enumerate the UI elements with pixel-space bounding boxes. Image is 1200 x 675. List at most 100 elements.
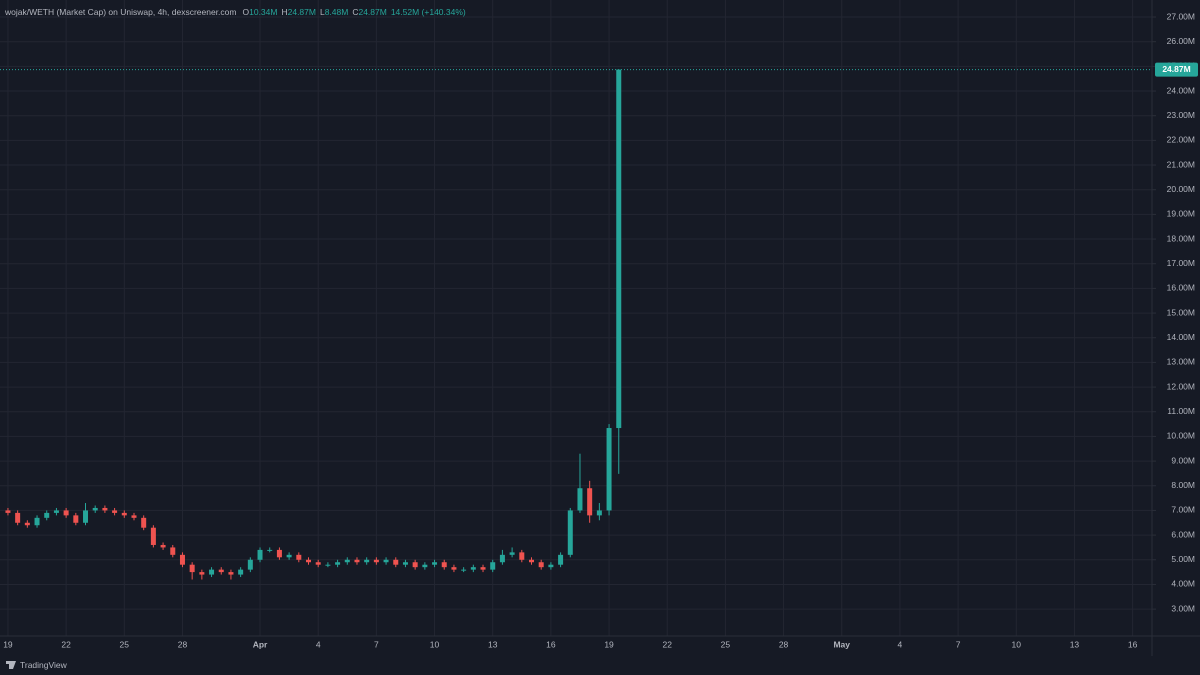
last-price-tag	[1155, 62, 1198, 77]
grid	[0, 0, 1152, 636]
candle-body	[257, 549, 263, 560]
x-tick-label: 16	[1128, 639, 1138, 649]
candle-body	[102, 507, 108, 511]
candle-body	[112, 510, 118, 513]
title-text: wojak/WETH (Market Cap) on Uniswap, 4h, …	[4, 7, 236, 17]
candle-body	[567, 510, 573, 555]
x-tick-label: 25	[721, 639, 731, 649]
x-tick-label: 19	[604, 639, 614, 649]
y-tick-label: 14.00M	[1167, 332, 1195, 342]
candle-body	[179, 554, 185, 565]
candle-body	[121, 512, 127, 516]
candle-body	[451, 567, 457, 570]
header: wojak/WETH (Market Cap) on Uniswap, 4h, …	[4, 7, 466, 17]
candle-body	[296, 554, 302, 560]
brand-logo: TradingView	[6, 660, 68, 670]
candle-body	[577, 488, 583, 511]
candle-body	[53, 510, 59, 513]
y-tick-label: 12.00M	[1167, 381, 1195, 391]
candle-body	[509, 552, 515, 555]
candles	[5, 69, 622, 580]
candle-body	[286, 554, 292, 558]
y-tick-label: 7.00M	[1171, 505, 1195, 515]
x-tick-label: May	[833, 639, 850, 649]
candle-body	[199, 572, 205, 575]
y-tick-label: 24.00M	[1167, 85, 1195, 95]
candle-body	[354, 559, 360, 563]
y-tick-label: 20.00M	[1167, 184, 1195, 194]
x-tick-label: 10	[1012, 639, 1022, 649]
candle-body	[548, 564, 554, 568]
x-tick-label: 16	[546, 639, 556, 649]
candle-body	[538, 562, 544, 568]
x-tick-label: 22	[61, 639, 71, 649]
x-tick-label: 28	[779, 639, 789, 649]
x-tick-label: 10	[430, 639, 440, 649]
candle-body	[412, 562, 418, 568]
candle-body	[267, 549, 273, 551]
last-price-label: 24.87M	[1162, 64, 1190, 74]
candle-body	[606, 428, 612, 511]
candle-body	[344, 559, 350, 563]
x-tick-label: 4	[898, 639, 903, 649]
candle-body	[150, 527, 156, 545]
candle-body	[92, 507, 98, 511]
candle-body	[616, 69, 622, 429]
ohlc-value: 24.87M	[288, 7, 316, 17]
candle-body	[170, 547, 176, 555]
candle-body	[402, 562, 408, 565]
ohlc-key: H	[281, 7, 287, 17]
candle-body	[63, 510, 69, 516]
x-tick-label: 7	[956, 639, 961, 649]
candle-body	[160, 544, 166, 548]
candle-body	[189, 564, 195, 573]
y-tick-label: 26.00M	[1167, 36, 1195, 46]
y-tick-label: 3.00M	[1171, 603, 1195, 613]
x-tick-label: 13	[1070, 639, 1080, 649]
candle-body	[499, 554, 505, 563]
candle-body	[141, 517, 147, 528]
candle-body	[218, 569, 224, 573]
candle-body	[422, 564, 428, 568]
y-tick-label: 11.00M	[1167, 406, 1195, 416]
candle-body	[5, 510, 11, 513]
candle-body	[238, 569, 244, 575]
chart-title: wojak/WETH (Market Cap) on Uniswap, 4h, …	[4, 7, 466, 17]
x-tick-label: Apr	[253, 639, 268, 649]
candle-body	[335, 562, 341, 565]
change: 14.52M (+140.34%)	[391, 7, 466, 17]
candle-body	[470, 567, 476, 570]
candle-body	[306, 559, 312, 563]
candle-body	[315, 562, 321, 565]
candle-body	[587, 488, 593, 516]
y-tick-label: 23.00M	[1167, 110, 1195, 120]
y-tick-label: 21.00M	[1167, 159, 1195, 169]
y-tick-label: 19.00M	[1167, 209, 1195, 219]
candle-body	[83, 510, 89, 523]
brand: TradingView	[20, 660, 68, 670]
y-tick-label: 16.00M	[1167, 283, 1195, 293]
y-tick-label: 9.00M	[1171, 455, 1195, 465]
ohlc-key: O	[242, 7, 249, 17]
candle-body	[131, 515, 137, 518]
ohlc-key: L	[320, 7, 325, 17]
candle-body	[432, 562, 438, 565]
candle-body	[461, 569, 467, 571]
candle-body	[373, 559, 379, 563]
ohlc-value: 8.48M	[325, 7, 349, 17]
candle-body	[247, 559, 253, 570]
y-tick-label: 6.00M	[1171, 529, 1195, 539]
x-tick-label: 22	[662, 639, 672, 649]
ohlc-value: 10.34M	[249, 7, 277, 17]
y-tick-label: 18.00M	[1167, 233, 1195, 243]
candle-body	[209, 569, 215, 575]
y-tick-label: 15.00M	[1167, 307, 1195, 317]
x-tick-label: 13	[488, 639, 498, 649]
candle-body	[276, 549, 282, 558]
candle-body	[441, 562, 447, 568]
logo-icon	[6, 661, 16, 669]
y-tick-label: 10.00M	[1167, 431, 1195, 441]
candle-body	[228, 572, 234, 575]
candle-body	[393, 559, 399, 565]
